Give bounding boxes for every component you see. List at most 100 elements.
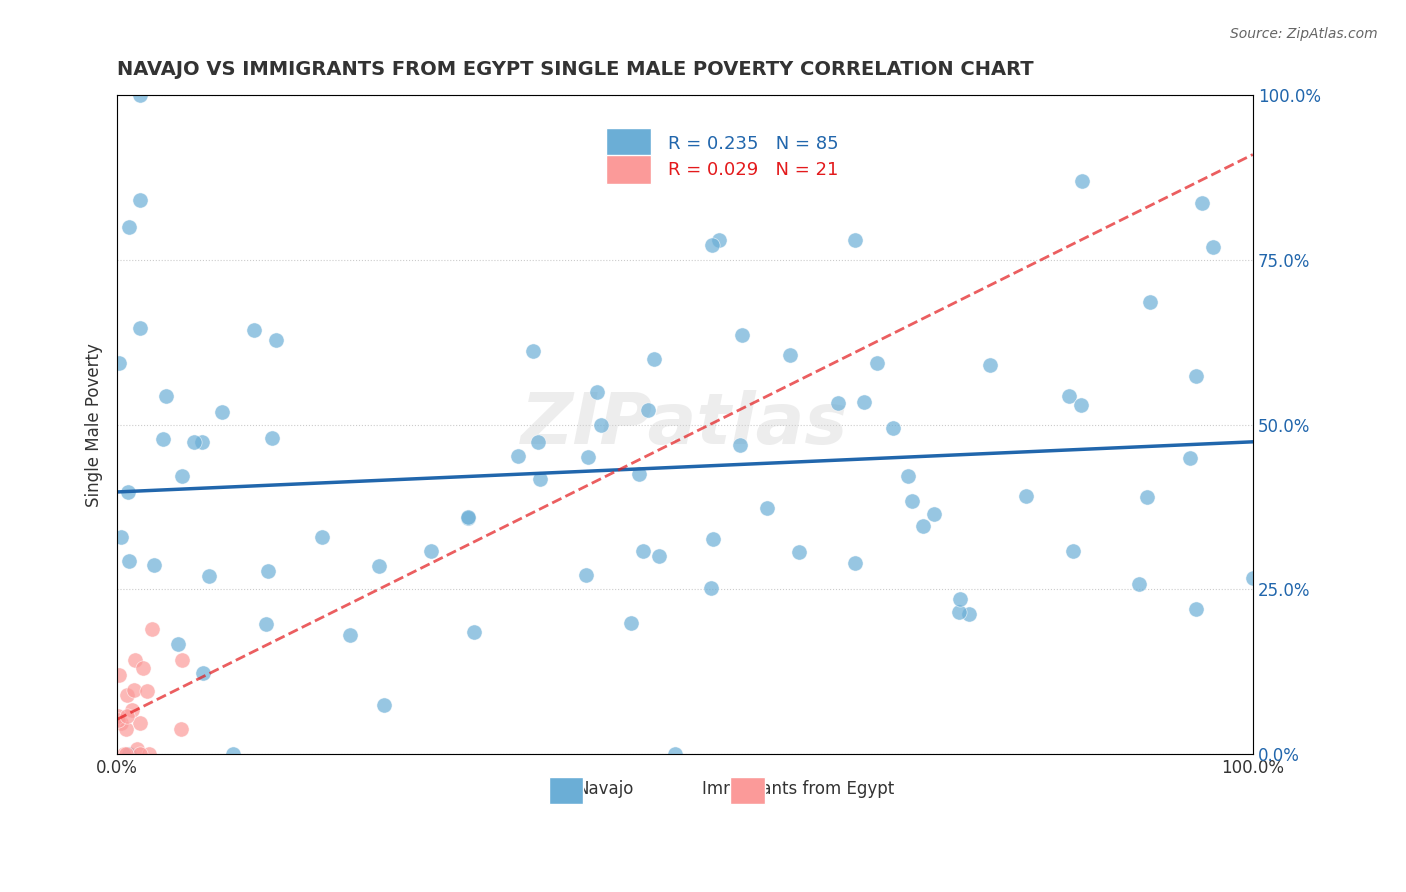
Point	[1070, 397, 1092, 411]
Point	[648, 549, 671, 563]
Point	[166, 637, 188, 651]
Point	[637, 403, 659, 417]
Point	[367, 558, 389, 573]
Point	[311, 530, 333, 544]
Point	[114, 747, 136, 761]
Point	[121, 703, 143, 717]
Point	[117, 220, 139, 235]
Point	[866, 356, 889, 370]
Point	[110, 715, 132, 730]
Point	[526, 434, 548, 449]
Text: Navajo: Navajo	[576, 780, 634, 797]
Point	[779, 348, 801, 362]
Point	[112, 747, 135, 761]
Point	[728, 438, 751, 452]
Point	[198, 569, 221, 583]
Point	[152, 433, 174, 447]
Point	[457, 509, 479, 524]
Point	[170, 653, 193, 667]
Point	[576, 450, 599, 464]
Point	[211, 405, 233, 419]
Point	[1139, 294, 1161, 309]
Point	[844, 233, 866, 247]
Point	[922, 507, 945, 521]
Point	[169, 722, 191, 736]
Point	[1185, 368, 1208, 383]
Point	[1180, 450, 1202, 465]
Point	[107, 713, 129, 727]
Point	[643, 352, 665, 367]
Point	[731, 327, 754, 342]
Point	[787, 545, 810, 559]
Point	[1135, 490, 1157, 504]
Point	[129, 88, 152, 103]
Point	[756, 501, 779, 516]
FancyBboxPatch shape	[606, 128, 651, 158]
Point	[575, 568, 598, 582]
Point	[827, 396, 849, 410]
Point	[700, 581, 723, 595]
Point	[631, 543, 654, 558]
Point	[979, 358, 1001, 372]
Point	[627, 467, 650, 481]
Point	[183, 435, 205, 450]
Point	[110, 530, 132, 544]
FancyBboxPatch shape	[548, 777, 583, 804]
Point	[107, 709, 129, 723]
Point	[1071, 174, 1094, 188]
FancyBboxPatch shape	[606, 154, 651, 185]
Text: Source: ZipAtlas.com: Source: ZipAtlas.com	[1230, 27, 1378, 41]
Point	[243, 323, 266, 337]
Point	[138, 747, 160, 761]
Point	[262, 431, 284, 445]
Point	[522, 343, 544, 358]
Point	[142, 558, 165, 572]
Point	[1202, 240, 1225, 254]
Text: NAVAJO VS IMMIGRANTS FROM EGYPT SINGLE MALE POVERTY CORRELATION CHART: NAVAJO VS IMMIGRANTS FROM EGYPT SINGLE M…	[117, 60, 1033, 78]
Point	[124, 653, 146, 667]
Point	[949, 591, 972, 606]
Point	[117, 554, 139, 568]
Point	[700, 237, 723, 252]
Point	[702, 532, 724, 546]
Point	[844, 556, 866, 570]
Point	[463, 625, 485, 640]
Point	[911, 519, 934, 533]
Point	[620, 616, 643, 631]
Point	[1015, 490, 1038, 504]
Point	[172, 469, 194, 483]
Point	[897, 469, 920, 483]
Point	[191, 665, 214, 680]
Point	[115, 688, 138, 702]
Point	[1057, 389, 1080, 403]
Point	[957, 607, 980, 621]
Point	[118, 747, 141, 761]
Point	[591, 417, 613, 432]
Point	[419, 544, 441, 558]
Text: Immigrants from Egypt: Immigrants from Egypt	[703, 780, 894, 797]
Point	[586, 385, 609, 400]
Point	[155, 389, 177, 403]
Point	[1191, 195, 1213, 210]
Point	[1062, 544, 1084, 558]
Point	[457, 511, 479, 525]
Text: R = 0.029   N = 21: R = 0.029 N = 21	[668, 161, 838, 179]
Point	[127, 741, 149, 756]
Point	[1128, 577, 1150, 591]
Point	[122, 682, 145, 697]
Point	[117, 485, 139, 500]
Point	[222, 747, 245, 761]
FancyBboxPatch shape	[731, 777, 765, 804]
Y-axis label: Single Male Poverty: Single Male Poverty	[86, 343, 103, 507]
Point	[373, 698, 395, 713]
Text: ZIPatlas: ZIPatlas	[522, 391, 849, 459]
Point	[254, 617, 277, 632]
Point	[506, 449, 529, 463]
Point	[115, 709, 138, 723]
Point	[882, 420, 904, 434]
Point	[115, 722, 138, 736]
Point	[135, 683, 157, 698]
Point	[141, 622, 163, 636]
Point	[264, 333, 287, 347]
Point	[129, 747, 152, 761]
